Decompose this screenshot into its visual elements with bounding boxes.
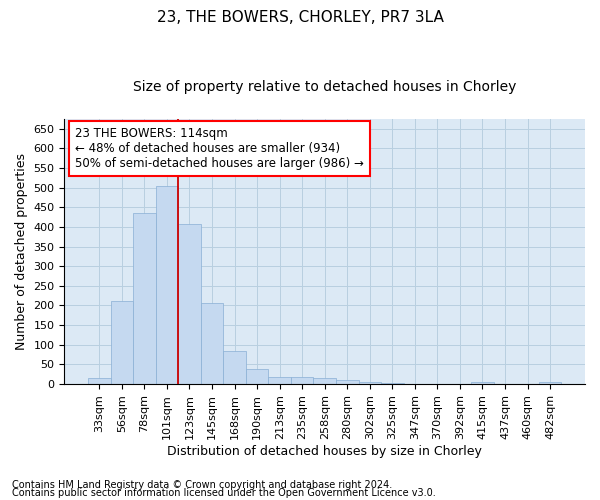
Bar [88,378,110,384]
Bar [246,369,268,384]
Y-axis label: Number of detached properties: Number of detached properties [15,153,28,350]
Bar [201,302,223,384]
Title: Size of property relative to detached houses in Chorley: Size of property relative to detached ho… [133,80,517,94]
Text: Contains public sector information licensed under the Open Government Licence v3: Contains public sector information licen… [12,488,436,498]
Bar [359,382,381,384]
Bar [336,380,359,384]
Text: 23 THE BOWERS: 114sqm
← 48% of detached houses are smaller (934)
50% of semi-det: 23 THE BOWERS: 114sqm ← 48% of detached … [75,126,364,170]
Bar [313,378,336,384]
Bar [268,376,291,384]
Bar [178,224,201,384]
Bar [291,376,313,384]
Text: Contains HM Land Registry data © Crown copyright and database right 2024.: Contains HM Land Registry data © Crown c… [12,480,392,490]
Bar [539,382,562,384]
Bar [155,186,178,384]
Bar [471,382,494,384]
Text: 23, THE BOWERS, CHORLEY, PR7 3LA: 23, THE BOWERS, CHORLEY, PR7 3LA [157,10,443,25]
Bar [110,301,133,384]
Bar [223,351,246,384]
X-axis label: Distribution of detached houses by size in Chorley: Distribution of detached houses by size … [167,444,482,458]
Bar [133,212,155,384]
